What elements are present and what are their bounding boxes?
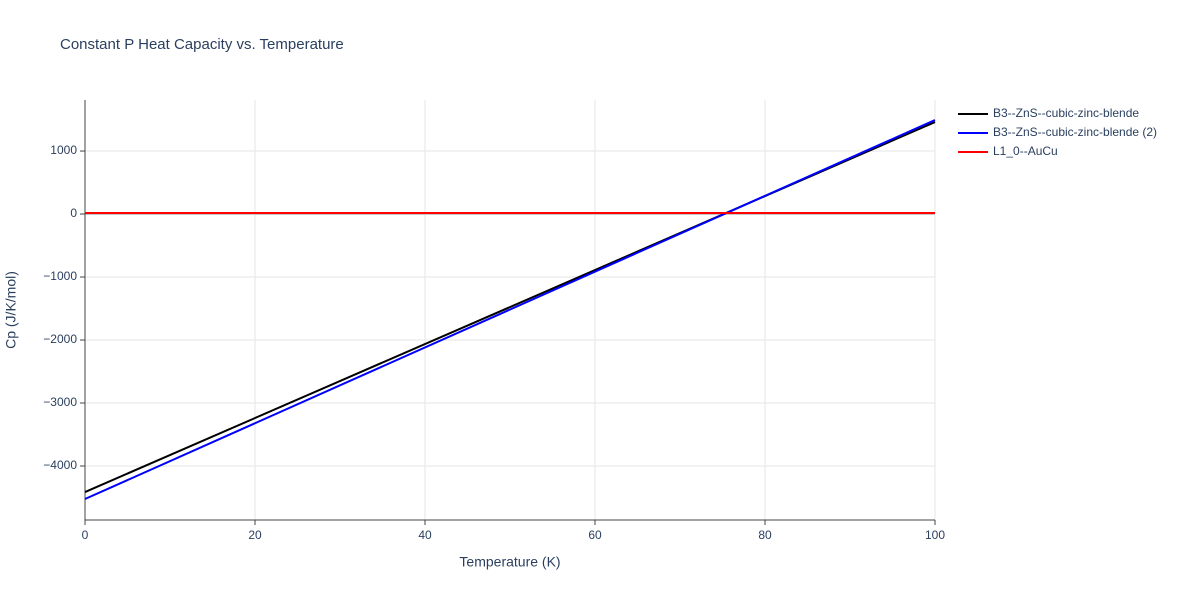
y-tick-label: 1000 [50, 143, 77, 157]
x-axis-title: Temperature (K) [459, 554, 560, 570]
y-tick-label: −2000 [43, 332, 77, 346]
x-tick-label: 0 [82, 528, 89, 542]
data-line [84, 119, 936, 500]
x-tick-label: 20 [248, 528, 262, 542]
legend-label: B3--ZnS--cubic-zinc-blende [993, 106, 1139, 120]
x-tick-label: 80 [758, 528, 772, 542]
x-tick-label: 60 [588, 528, 602, 542]
y-tick-label: −1000 [43, 269, 77, 283]
x-tick-label: 40 [418, 528, 432, 542]
y-axis-title: Cp (J/K/mol) [3, 271, 19, 349]
chart-title: Constant P Heat Capacity vs. Temperature [60, 36, 344, 53]
x-tick-label: 100 [925, 528, 945, 542]
y-tick-label: 0 [70, 206, 77, 220]
y-tick-label: −3000 [43, 395, 77, 409]
y-tick-label: −4000 [43, 458, 77, 472]
legend-label: L1_0--AuCu [993, 144, 1058, 158]
legend-label: B3--ZnS--cubic-zinc-blende (2) [993, 125, 1157, 139]
